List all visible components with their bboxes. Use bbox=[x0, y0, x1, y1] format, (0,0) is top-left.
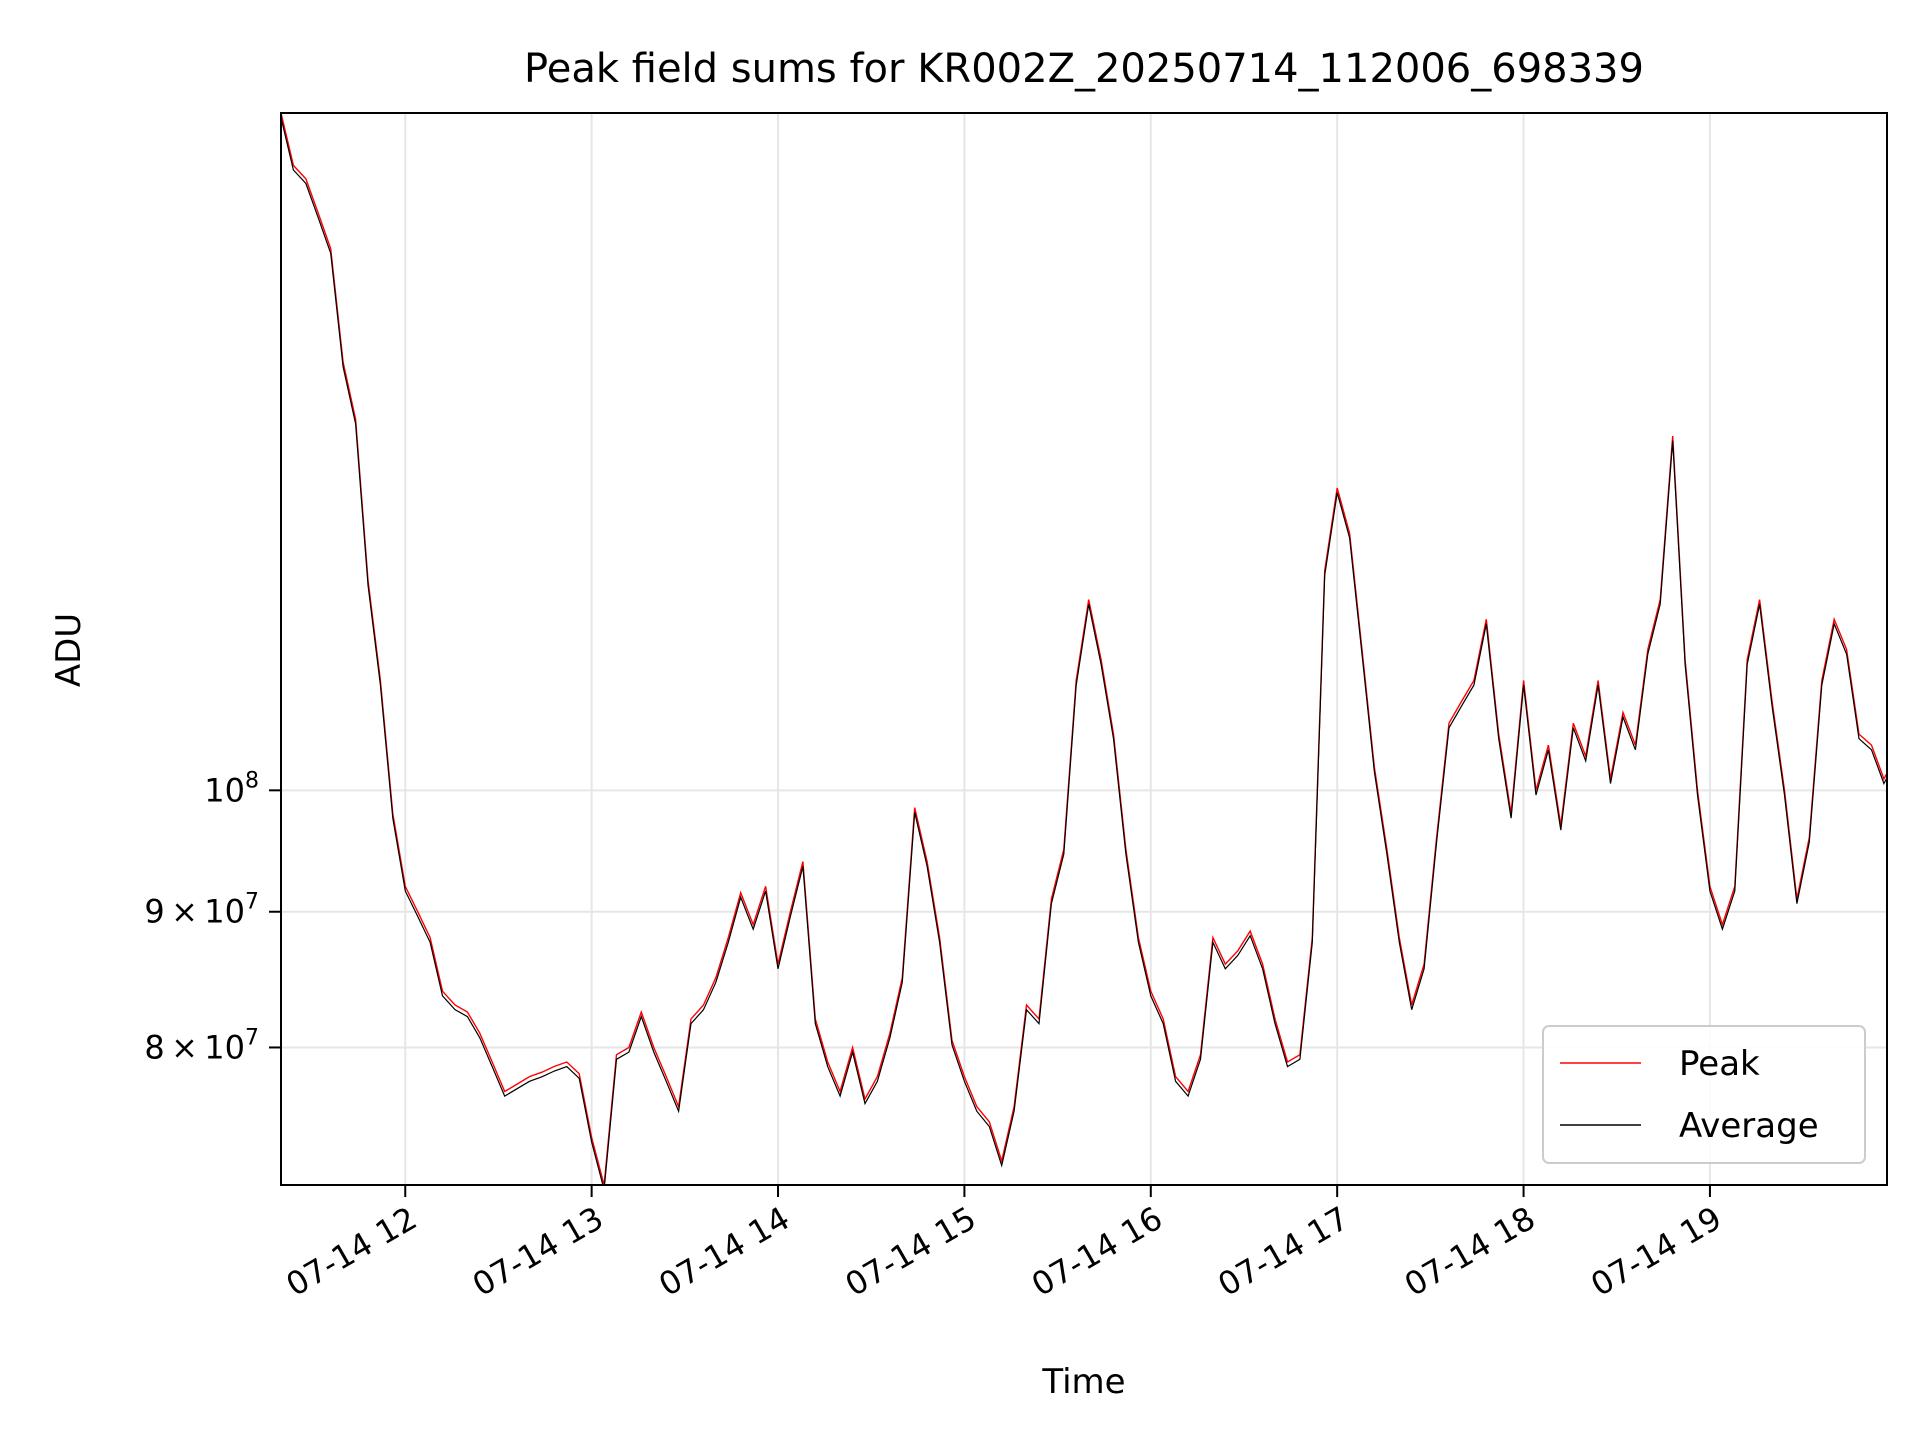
series-line-average bbox=[281, 117, 1887, 1185]
x-axis-label: Time bbox=[1041, 1362, 1125, 1402]
legend-label-average: Average bbox=[1679, 1106, 1819, 1146]
y-tick-label: 9 × 107 bbox=[144, 890, 259, 931]
x-gridlines bbox=[404, 113, 1711, 1185]
y-tick-label: 8 × 107 bbox=[144, 1025, 259, 1066]
y-axis-ticks: 8 × 107 9 × 107 108 bbox=[144, 768, 281, 1066]
legend-box bbox=[1542, 1025, 1866, 1164]
legend-label-peak: Peak bbox=[1679, 1044, 1760, 1084]
chart-title: Peak field sums for KR002Z_20250714_1120… bbox=[524, 46, 1644, 92]
plot-frame bbox=[280, 112, 1888, 1186]
y-axis-label: ADU bbox=[49, 613, 89, 687]
series-line-peak bbox=[281, 113, 1887, 1185]
y-tick-label: 108 bbox=[204, 768, 259, 809]
legend: Peak Average bbox=[1542, 1025, 1866, 1164]
series-group bbox=[281, 113, 1887, 1185]
